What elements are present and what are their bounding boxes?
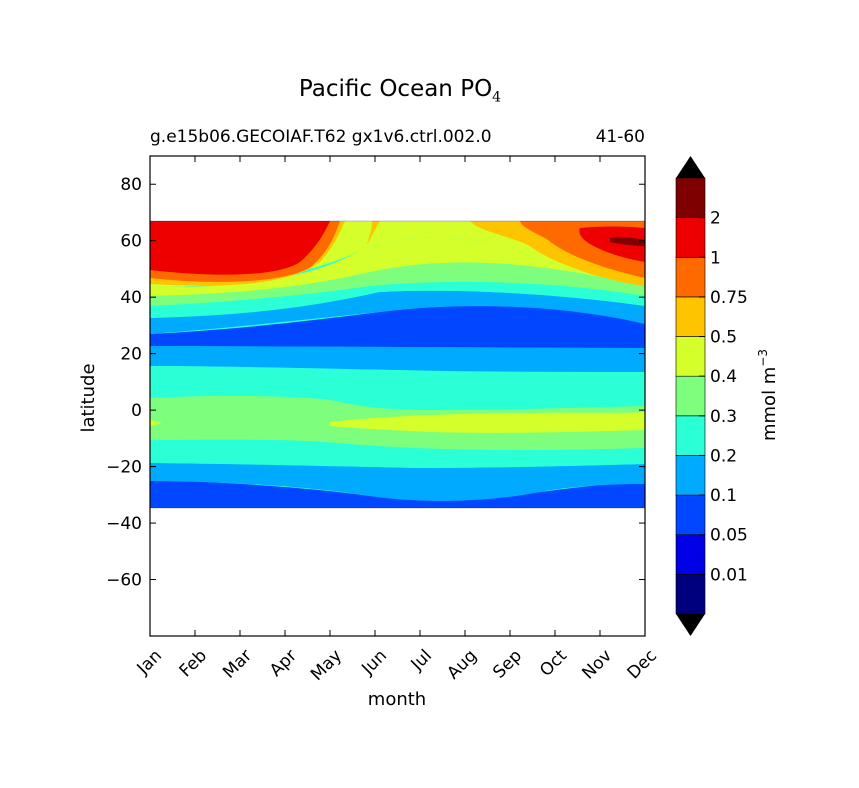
x-tick-label: Feb (176, 646, 211, 681)
colorbar-swatch (675, 336, 706, 377)
band-equator-04-west (150, 420, 162, 426)
y-axis: 80 60 40 20 0 −20 −40 −60 (106, 175, 645, 591)
y-tick-label: 20 (120, 345, 142, 365)
chart-title: Pacific Ocean PO4 (298, 76, 502, 106)
y-tick-label: −60 (106, 571, 142, 591)
band-south-005 (150, 480, 645, 508)
band-north-01b (150, 290, 645, 334)
x-tick-label: Apr (266, 646, 301, 681)
colorbar-swatch (675, 534, 706, 575)
band-north-1-east (579, 226, 645, 262)
colorbar-swatch (675, 494, 706, 536)
colorbar-tick-label: 1 (710, 248, 721, 268)
y-tick-label: 0 (131, 401, 142, 421)
colorbar-swatch (675, 375, 706, 417)
colorbar-tick-label: 0.01 (710, 565, 748, 585)
colorbar-tick-label: 0.4 (710, 367, 737, 387)
colorbar-swatch (675, 415, 706, 456)
y-tick-label: 80 (120, 175, 142, 195)
x-axis-label: month (368, 689, 426, 710)
band-north-03 (150, 261, 645, 306)
x-tick-label: Dec (624, 646, 661, 683)
x-tick-label: Jun (357, 646, 391, 680)
colorbar-tick-label: 0.2 (710, 446, 737, 466)
y-tick-label: 40 (120, 288, 142, 308)
y-tick-label: 60 (120, 232, 142, 252)
colorbar-tick-label: 0.75 (710, 288, 748, 308)
colorbar-swatch (675, 177, 706, 218)
band-north-005 (150, 305, 645, 348)
band-south-01 (150, 463, 645, 501)
x-tick-label: Mar (219, 646, 256, 683)
colorbar-swatch (675, 217, 706, 258)
colorbar-tick-label: 0.05 (710, 526, 748, 546)
colorbar-swatch (675, 256, 706, 298)
x-tick-label: Oct (536, 646, 571, 681)
colorbar-tick-label: 0.1 (710, 486, 737, 506)
band-north-04 (150, 237, 645, 296)
band-south-02 (150, 439, 645, 468)
colorbar: 0.01 0.05 0.1 0.2 0.3 0.4 0.5 0.75 1 2 (675, 156, 748, 636)
colorbar-swatch (675, 574, 706, 615)
band-equator-04 (330, 412, 645, 433)
band-north-01 (150, 346, 645, 372)
band-north-02 (150, 281, 645, 318)
y-axis-label: latitude (78, 363, 99, 432)
colorbar-swatch (675, 455, 706, 496)
colorbar-swatch (675, 296, 706, 337)
x-tick-label: Aug (443, 646, 481, 684)
colorbar-extend-max (676, 156, 705, 178)
band-north-05-mid (366, 221, 380, 246)
x-tick-label: Jan (133, 646, 166, 679)
colorbar-tick-label: 2 (710, 209, 721, 229)
band-north-1-west (150, 221, 330, 275)
band-north-2-east (610, 237, 645, 246)
x-tick-label: May (307, 646, 346, 685)
x-tick-label: Jul (407, 646, 436, 675)
x-tick-label: Sep (489, 646, 526, 683)
plot-frame (149, 155, 646, 637)
chart-subtitle-left: g.e15b06.GECOIAF.T62 gx1v6.ctrl.002.0 (150, 127, 492, 147)
colorbar-label: mmol m−3 (756, 349, 780, 441)
y-tick-label: −40 (106, 514, 142, 534)
contour-fill (150, 220, 645, 509)
data-outline (150, 220, 645, 509)
colorbar-tick-label: 0.3 (710, 407, 737, 427)
colorbar-tick-label: 0.5 (710, 328, 737, 348)
plot-area (149, 155, 646, 637)
y-tick-label: −20 (106, 458, 142, 478)
chart-subtitle-right: 41-60 (595, 127, 645, 147)
colorbar-extend-min (676, 614, 705, 636)
x-tick-label: Nov (578, 646, 616, 684)
